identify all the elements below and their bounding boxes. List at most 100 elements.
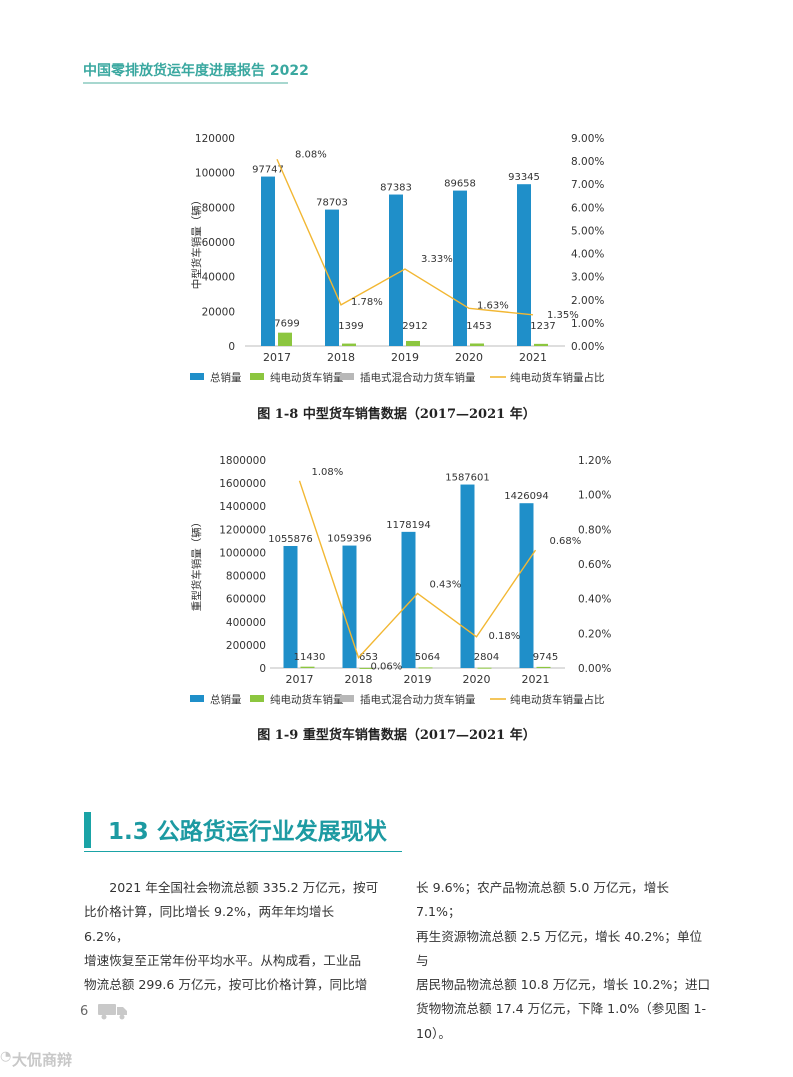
bev-share-label: 0.06%: [371, 662, 403, 673]
body-line: 增速恢复至正常年份平均水平。从构成看，工业品: [84, 952, 362, 968]
body-line: 再生资源物流总额 2.5 万亿元，增长 40.2%；单位与: [416, 928, 703, 968]
legend-label: 总销量: [210, 693, 242, 706]
watermark-text: 大侃商辩: [12, 1051, 73, 1069]
y2-tick-label: 2.00%: [571, 295, 604, 307]
total-sales-label: 1059396: [327, 534, 372, 545]
legend-swatch: [340, 695, 354, 702]
legend-label: 总销量: [210, 371, 242, 384]
x-tick-label: 2019: [404, 673, 432, 686]
bev-share-label: 1.08%: [312, 467, 344, 478]
y-tick-label: 1800000: [219, 455, 266, 467]
bev-sales-bar: [418, 667, 433, 669]
bev-sales-label: 7699: [274, 319, 299, 330]
legend-label: 插电式混合动力货车销量: [360, 371, 476, 384]
bev-share-line: [276, 158, 534, 316]
body-line: 货物物流总额 17.4 万亿元，下降 1.0%（参见图 1-10）。: [416, 1001, 707, 1041]
y2-tick-label: 8.00%: [571, 156, 604, 168]
total-sales-label: 1426094: [504, 491, 549, 502]
y2-tick-label: 1.00%: [571, 318, 604, 330]
figure-1-8-caption: 图 1-8 中型货车销售数据（2017—2021 年）: [257, 407, 536, 422]
y-tick-label: 120000: [195, 133, 235, 145]
legend-label: 纯电动货车销量占比: [510, 693, 605, 706]
bev-sales-label: 1399: [338, 321, 363, 332]
y2-tick-label: 7.00%: [571, 179, 604, 191]
bev-sales-bar: [536, 666, 551, 668]
legend-swatch: [250, 695, 264, 702]
bev-sales-label: 1453: [466, 321, 491, 332]
y-tick-label: 60000: [202, 237, 235, 249]
y-tick-label: 100000: [195, 168, 235, 180]
total-sales-bar: [401, 531, 416, 668]
bev-sales-label: 653: [359, 652, 378, 663]
y-axis-title: 中型货车销量（辆）: [190, 195, 203, 290]
heavy-truck-sales-chart: 0200000400000600000800000100000012000001…: [190, 455, 611, 706]
legend-swatch: [250, 373, 264, 380]
x-tick-label: 2018: [345, 673, 373, 686]
y-tick-label: 1000000: [219, 547, 266, 559]
section-accent-bar: [84, 812, 91, 848]
legend-label: 纯电动货车销量占比: [510, 371, 605, 384]
x-tick-label: 2020: [455, 351, 483, 364]
x-tick-label: 2019: [391, 351, 419, 364]
total-sales-label: 1055876: [268, 534, 313, 545]
body-line: 物流总额 299.6 万亿元，按可比价格计算，同比增: [84, 977, 368, 993]
total-sales-bar: [517, 184, 531, 346]
bev-share-label: 0.18%: [489, 631, 521, 642]
y-tick-label: 200000: [226, 640, 266, 652]
report-header-title: 中国零排放货运年度进展报告 2022: [83, 63, 309, 79]
bev-share-label: 0.43%: [430, 579, 462, 590]
bev-share-label: 0.68%: [550, 536, 582, 547]
bev-sales-bar: [406, 340, 420, 346]
y-tick-label: 0: [228, 341, 235, 353]
legend-swatch: [190, 373, 204, 380]
y-tick-label: 0: [259, 663, 266, 675]
y-tick-label: 1200000: [219, 524, 266, 536]
bev-sales-label: 11430: [294, 652, 326, 663]
total-sales-bar: [261, 176, 275, 346]
y2-tick-label: 4.00%: [571, 249, 604, 261]
x-tick-label: 2017: [286, 673, 314, 686]
bev-sales-bar: [477, 667, 492, 669]
bev-sales-label: 5064: [415, 652, 440, 663]
y-tick-label: 600000: [226, 594, 266, 606]
y2-tick-label: 3.00%: [571, 272, 604, 284]
watermark-icon: ◔: [0, 1049, 12, 1064]
y2-tick-label: 0.40%: [578, 594, 611, 606]
y2-tick-label: 1.20%: [578, 455, 611, 467]
bev-share-line: [298, 480, 537, 659]
y-tick-label: 1600000: [219, 478, 266, 490]
body-line: 2021 年全国社会物流总额 335.2 万亿元，按可: [84, 880, 379, 895]
legend-label: 插电式混合动力货车销量: [360, 693, 476, 706]
body-text-right-column: 长 9.6%；农产品物流总额 5.0 万亿元，增长 7.1%； 再生资源物流总额…: [416, 876, 713, 1046]
body-line: 长 9.6%；农产品物流总额 5.0 万亿元，增长 7.1%；: [416, 880, 669, 920]
section-underline: [84, 851, 402, 852]
bev-sales-bar: [278, 332, 292, 346]
bev-share-label: 1.35%: [547, 310, 579, 321]
bev-sales-label: 2804: [474, 652, 499, 663]
legend-label: 纯电动货车销量: [270, 693, 344, 706]
y-tick-label: 80000: [202, 202, 235, 214]
bev-sales-bar: [470, 343, 484, 346]
body-line: 比价格计算，同比增长 9.2%，两年年均增长 6.2%，: [84, 904, 335, 944]
total-sales-label: 97747: [252, 165, 284, 176]
bev-share-label: 8.08%: [295, 149, 327, 160]
x-tick-label: 2018: [327, 351, 355, 364]
total-sales-bar: [283, 545, 298, 668]
total-sales-label: 78703: [316, 198, 348, 209]
total-sales-label: 93345: [508, 172, 540, 183]
header-underline: [83, 82, 288, 84]
body-line: 居民物品物流总额 10.8 万亿元，增长 10.2%；进口: [416, 977, 711, 993]
bev-share-label: 1.63%: [477, 300, 509, 311]
total-sales-label: 87383: [380, 183, 412, 194]
bev-sales-label: 2912: [402, 321, 427, 332]
bev-sales-bar: [359, 667, 374, 669]
bev-share-label: 3.33%: [421, 254, 453, 265]
y2-tick-label: 0.00%: [571, 341, 604, 353]
y2-tick-label: 0.80%: [578, 524, 611, 536]
bev-sales-bar: [534, 343, 548, 346]
bev-sales-bar: [300, 666, 315, 668]
total-sales-label: 1587601: [445, 473, 490, 484]
total-sales-bar: [519, 503, 534, 668]
y-axis-title: 重型货车销量（辆）: [190, 517, 203, 612]
legend-label: 纯电动货车销量: [270, 371, 344, 384]
